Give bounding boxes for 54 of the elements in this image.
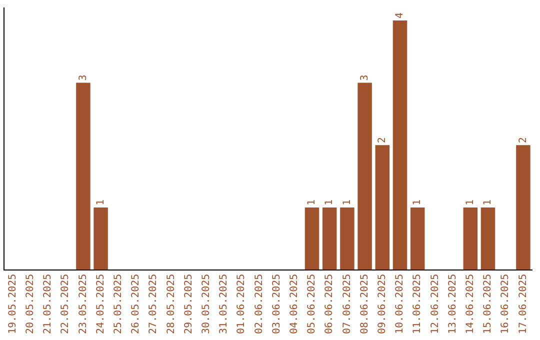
data-label: 4 xyxy=(394,12,406,18)
bar xyxy=(516,145,530,270)
x-tick-label: 13.06.2025 xyxy=(447,274,458,334)
x-tick-label: 15.06.2025 xyxy=(482,274,494,334)
x-tick-label: 21.05.2025 xyxy=(42,274,54,334)
x-tick-label: 31.05.2025 xyxy=(218,274,230,334)
data-label: 3 xyxy=(78,74,89,81)
x-tick-label: 04.06.2025 xyxy=(288,274,300,334)
data-label: 1 xyxy=(342,199,353,206)
x-tick-label: 10.06.2025 xyxy=(394,274,406,334)
bar xyxy=(340,207,354,270)
bar xyxy=(463,207,478,270)
x-tick-label: 05.06.2025 xyxy=(306,274,318,334)
x-tick-label: 03.06.2025 xyxy=(271,274,282,334)
data-label: 1 xyxy=(306,199,318,206)
data-label: 1 xyxy=(482,199,494,206)
bar xyxy=(76,82,90,270)
x-tick-label: 25.05.2025 xyxy=(112,274,124,334)
data-label: 1 xyxy=(324,199,336,206)
x-tick-label: 19.05.2025 xyxy=(7,274,18,334)
x-tick-label: 30.05.2025 xyxy=(200,274,212,334)
x-tick-label: 12.06.2025 xyxy=(430,274,441,334)
data-label: 1 xyxy=(412,199,424,206)
x-tick-label: 07.06.2025 xyxy=(342,274,353,334)
data-label: 3 xyxy=(359,74,370,81)
x-tick-label: 08.06.2025 xyxy=(359,274,370,334)
data-label: 1 xyxy=(464,199,476,206)
x-tick-label: 11.06.2025 xyxy=(412,274,424,334)
x-tick-label: 14.06.2025 xyxy=(464,274,476,334)
data-label: 1 xyxy=(95,199,106,206)
x-tick-label: 20.05.2025 xyxy=(24,274,36,334)
x-tick-label: 28.05.2025 xyxy=(166,274,177,334)
x-tick-label: 09.06.2025 xyxy=(376,274,388,334)
x-tick-label: 22.05.2025 xyxy=(60,274,72,334)
bar xyxy=(94,207,108,270)
bar xyxy=(322,207,337,270)
x-tick-label: 26.05.2025 xyxy=(130,274,142,334)
bar xyxy=(358,82,372,270)
x-tick-label: 29.05.2025 xyxy=(183,274,194,334)
x-tick-label: 02.06.2025 xyxy=(254,274,265,334)
data-label: 2 xyxy=(376,137,388,144)
bar xyxy=(480,207,496,270)
bar xyxy=(392,20,408,270)
bar xyxy=(304,207,320,270)
bar xyxy=(375,145,390,270)
x-tick-label: 01.06.2025 xyxy=(236,274,248,334)
x-tick-label: 17.06.2025 xyxy=(518,274,529,334)
x-tick-label: 27.05.2025 xyxy=(148,274,160,334)
x-tick-label: 24.05.2025 xyxy=(95,274,106,334)
x-tick-label: 16.06.2025 xyxy=(500,274,512,334)
bar xyxy=(410,207,425,270)
x-tick-label: 23.05.2025 xyxy=(78,274,89,334)
x-tick-label: 06.06.2025 xyxy=(324,274,336,334)
data-label: 2 xyxy=(518,137,529,144)
